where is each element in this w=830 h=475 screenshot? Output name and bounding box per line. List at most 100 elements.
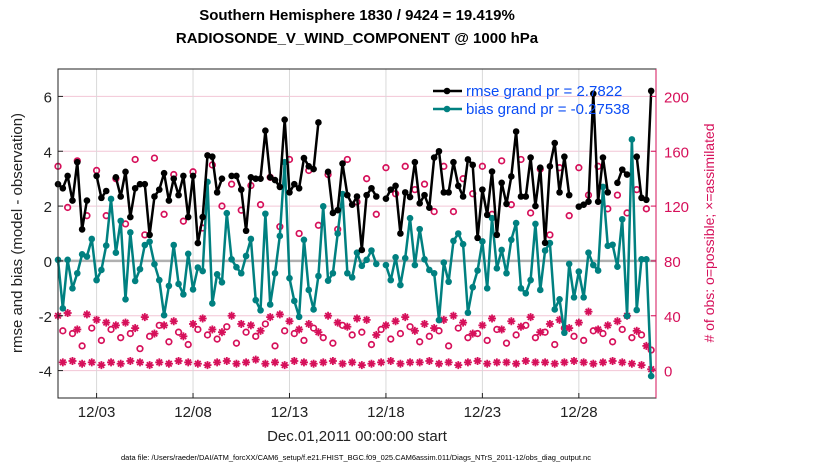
bias-point	[136, 265, 144, 273]
rmse-point	[102, 187, 110, 195]
asterisk-stroke	[503, 358, 510, 366]
obs-assimilated-marker	[613, 317, 622, 326]
bias-point	[372, 260, 380, 268]
rmse-point	[426, 204, 433, 212]
obs-assimilated-marker	[372, 330, 381, 339]
obs-assimilated-marker	[299, 358, 308, 367]
obs-possible-marker	[261, 320, 270, 328]
obs-assimilated-marker	[246, 321, 255, 330]
rmse-point	[527, 154, 534, 161]
obs-assimilated-marker	[425, 356, 434, 365]
asterisk-stroke	[271, 358, 279, 366]
obs-assimilated-marker	[521, 356, 530, 365]
y-tick-label: 2	[44, 199, 52, 216]
bias-point	[228, 255, 235, 263]
rmse-point	[546, 163, 554, 170]
asterisk-stroke	[78, 360, 86, 368]
bias-point	[638, 255, 645, 263]
legend-rmse-label: rmse grand pr = 2.7822	[466, 83, 622, 100]
rmse-point	[536, 164, 544, 171]
bias-point	[344, 269, 351, 277]
asterisk-stroke	[546, 320, 554, 328]
bias-point	[392, 254, 399, 261]
obs-assimilated-marker	[73, 325, 82, 334]
obs-assimilated-marker	[116, 359, 125, 368]
bias-point	[469, 283, 477, 291]
rmse-point	[266, 173, 274, 181]
bias-point	[479, 238, 486, 245]
obs-assimilated-marker	[222, 356, 231, 365]
obs-assimilated-marker	[642, 341, 651, 350]
obs-assimilated-marker	[516, 322, 525, 331]
obs-possible-marker	[526, 209, 535, 217]
obs-possible-marker	[314, 221, 323, 229]
asterisk-stroke	[411, 327, 419, 335]
rmse-point	[479, 186, 486, 193]
obs-assimilated-marker	[396, 359, 405, 368]
bias-point	[324, 277, 332, 284]
rmse-point	[305, 163, 313, 170]
asterisk-stroke	[237, 320, 245, 328]
obs-assimilated-marker	[160, 321, 169, 330]
obs-assimilated-marker	[304, 319, 313, 328]
asterisk-stroke	[483, 360, 491, 368]
rmse-point	[411, 158, 419, 166]
bias-point	[310, 306, 317, 313]
obs-assimilated-marker	[468, 329, 477, 338]
obs-possible-marker	[165, 338, 173, 346]
obs-possible-marker	[126, 329, 134, 338]
obs-possible-marker	[377, 325, 385, 334]
obs-assimilated-marker	[275, 310, 284, 319]
bias-point	[387, 276, 395, 284]
bias-point	[561, 329, 568, 337]
asterisk-stroke	[536, 328, 544, 336]
obs-possible-marker	[430, 207, 438, 216]
y-tick-label: 0	[44, 254, 52, 271]
obs-possible-marker	[358, 328, 366, 336]
asterisk-stroke	[319, 358, 327, 366]
asterisk-stroke	[387, 357, 395, 365]
asterisk-stroke	[531, 358, 539, 366]
rmse-line	[635, 90, 653, 202]
asterisk-stroke	[208, 326, 216, 333]
bias-point	[184, 250, 192, 258]
obs-possible-marker	[546, 231, 554, 239]
y-right-tick-label: 200	[664, 89, 689, 106]
obs-assimilated-marker	[454, 361, 463, 370]
obs-assimilated-marker	[251, 355, 260, 364]
rmse-point	[165, 197, 173, 204]
obs-assimilated-marker	[401, 313, 410, 322]
bias-point	[363, 256, 370, 264]
bias-point	[401, 254, 409, 262]
bias-point	[532, 220, 539, 228]
rmse-point	[127, 213, 134, 221]
bias-point	[295, 313, 303, 321]
asterisk-stroke	[498, 326, 506, 333]
obs-assimilated-marker	[473, 356, 482, 365]
bias-point	[223, 209, 231, 217]
rmse-point	[474, 234, 481, 242]
asterisk-stroke	[175, 357, 183, 365]
rmse-line	[57, 160, 89, 231]
obs-possible-marker	[223, 323, 231, 331]
bias-point	[107, 195, 115, 203]
obs-possible-marker	[454, 324, 462, 332]
asterisk-stroke	[93, 316, 101, 324]
rmse-point	[450, 158, 457, 166]
rmse-point	[483, 211, 491, 219]
asterisk-stroke	[382, 321, 390, 329]
asterisk-stroke	[151, 330, 158, 338]
asterisk-stroke	[73, 326, 81, 333]
obs-possible-marker	[449, 207, 458, 216]
obs-assimilated-marker	[237, 319, 246, 328]
legend: rmse grand pr = 2.7822 bias grand pr = -…	[433, 83, 630, 118]
rmse-point	[98, 194, 105, 202]
rmse-point	[633, 153, 641, 161]
rmse-point	[257, 175, 264, 182]
obs-assimilated-marker	[367, 359, 376, 368]
obs-assimilated-marker	[242, 358, 251, 367]
obs-assimilated-marker	[155, 358, 164, 367]
series-lines	[54, 87, 655, 380]
rmse-point	[112, 173, 120, 181]
obs-assimilated-marker	[111, 321, 120, 330]
